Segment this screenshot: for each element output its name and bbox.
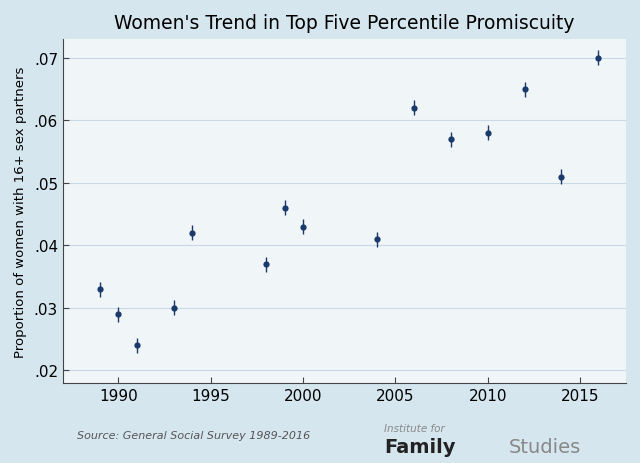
Text: Studies: Studies: [509, 437, 581, 456]
Text: Institute for: Institute for: [384, 423, 445, 433]
Text: Family: Family: [384, 437, 456, 456]
Title: Women's Trend in Top Five Percentile Promiscuity: Women's Trend in Top Five Percentile Pro…: [115, 14, 575, 33]
Text: Source: General Social Survey 1989-2016: Source: General Social Survey 1989-2016: [77, 430, 310, 440]
Y-axis label: Proportion of women with 16+ sex partners: Proportion of women with 16+ sex partner…: [14, 66, 27, 357]
